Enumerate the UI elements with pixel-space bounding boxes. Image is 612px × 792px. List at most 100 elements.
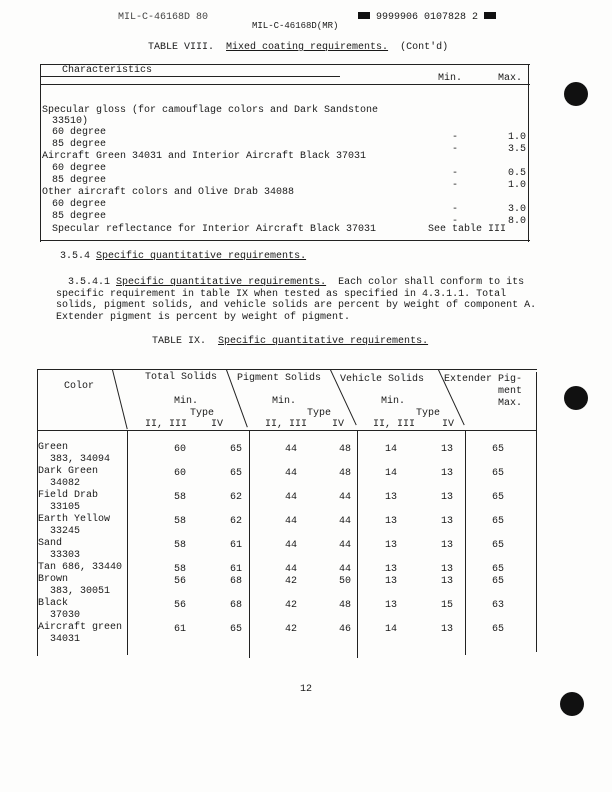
table9-cell: 61: [173, 624, 187, 635]
color-name: Black: [38, 598, 69, 609]
table9-cell: 65: [491, 576, 505, 587]
table8-label: TABLE VIII.: [148, 42, 215, 53]
table8-row-max: 0.5: [508, 168, 527, 179]
punch-hole: [560, 692, 584, 716]
table9-cell: 13: [384, 564, 398, 575]
para-number: 3.5.4.1: [68, 277, 111, 288]
table9-cell: 68: [229, 576, 243, 587]
table8-suffix: (Cont'd): [400, 42, 449, 53]
table9-cell: 58: [173, 564, 187, 575]
table9-cell: 50: [338, 576, 352, 587]
para-line: specific requirement in table IX when te…: [56, 288, 507, 300]
color-name: Field Drab: [38, 490, 99, 501]
table8-row-min: -: [452, 132, 459, 143]
subheader-type: Type: [416, 408, 441, 419]
table9-cell: 46: [338, 624, 352, 635]
punch-hole: [564, 386, 588, 410]
table9-cell: 14: [384, 624, 398, 635]
table9-cell: 65: [491, 468, 505, 479]
table9-cell: 14: [384, 444, 398, 455]
table9-cell: 65: [229, 444, 243, 455]
color-name: Green: [38, 442, 69, 453]
table9-title: Specific quantitative requirements.: [218, 336, 429, 347]
color-code: 33245: [50, 526, 81, 537]
table8-row-label: 85 degree: [52, 211, 107, 222]
table9-cell: 48: [338, 468, 352, 479]
table9-cell: 56: [173, 576, 187, 587]
extender-line: ment: [498, 386, 523, 397]
table8-caption: TABLE VIII. Mixed coating requirements. …: [148, 42, 448, 53]
color-name: Earth Yellow: [38, 514, 111, 525]
table9-cell: 58: [173, 540, 187, 551]
table9-cell: 65: [491, 624, 505, 635]
color-code: 34031: [50, 634, 81, 645]
color-code: 37030: [50, 610, 81, 621]
color-name: Sand: [38, 538, 63, 549]
section-paragraph: 3.5.4.1 Specific quantitative requiremen…: [56, 277, 536, 323]
table8-row-label: Specular reflectance for Interior Aircra…: [52, 224, 377, 235]
table8-row-max: 1.0: [508, 180, 527, 191]
table9-cell: 48: [338, 600, 352, 611]
para-line: Each color shall conform to its: [338, 277, 525, 288]
header-barcode: 9999906 0107828 2: [358, 12, 497, 23]
table9-cell: 65: [229, 468, 243, 479]
barcode-text: 9999906 0107828 2: [376, 12, 479, 23]
col-color: Color: [64, 381, 95, 392]
table9-cell: 42: [284, 600, 298, 611]
table8-row-label: Other aircraft colors and Olive Drab 340…: [42, 187, 295, 198]
table9-cell: 44: [284, 468, 298, 479]
table8-row-label: 85 degree: [52, 175, 107, 186]
subheader-min: Min.: [381, 396, 406, 407]
table9-cell: 13: [384, 492, 398, 503]
col-extender-pigment: Extender Pig- ment Max.: [444, 374, 522, 410]
table9-cell: 65: [491, 564, 505, 575]
table8-row-max: 3.0: [508, 204, 527, 215]
punch-hole: [564, 82, 588, 106]
col-pigment-solids: Pigment Solids: [237, 373, 322, 384]
table9-cell: 56: [173, 600, 187, 611]
table9-cell: 44: [338, 516, 352, 527]
table9-cell: 44: [338, 540, 352, 551]
para-line: Extender pigment is percent by weight of…: [56, 311, 351, 323]
table8-row-min: -: [452, 216, 459, 227]
header-left-code: MIL-C-46168D 80: [118, 12, 209, 23]
color-code: 33105: [50, 502, 81, 513]
table9-cell: 62: [229, 516, 243, 527]
subheader-type-iv: IV: [332, 419, 345, 430]
table9-cell: 44: [338, 564, 352, 575]
subheader-type-ii-iii: II, III: [145, 419, 188, 430]
table9-cell: 65: [229, 624, 243, 635]
table9-cell: 13: [440, 492, 454, 503]
table8-row-label: Specular gloss (for camouflage colors an…: [42, 105, 379, 116]
table8-row-min: See table III: [428, 224, 507, 235]
table9-cell: 13: [440, 444, 454, 455]
subheader-type-ii-iii: II, III: [265, 419, 308, 430]
color-code: 33303: [50, 550, 81, 561]
table8-row-max: 3.5: [508, 144, 527, 155]
col-vehicle-solids: Vehicle Solids: [340, 374, 425, 385]
subheader-min: Min.: [272, 396, 297, 407]
table8-row-label: 33510): [52, 116, 89, 127]
table9-cell: 60: [173, 444, 187, 455]
table8-col-characteristics: Characteristics: [62, 65, 153, 76]
table8-title: Mixed coating requirements.: [226, 42, 389, 53]
subheader-type: Type: [307, 408, 332, 419]
table9-cell: 44: [284, 540, 298, 551]
table9-cell: 13: [440, 540, 454, 551]
table9-cell: 44: [338, 492, 352, 503]
table9-cell: 61: [229, 564, 243, 575]
table9-cell: 13: [384, 600, 398, 611]
para-title: Specific quantitative requirements.: [116, 277, 327, 288]
table9-cell: 61: [229, 540, 243, 551]
table8-row-label: 60 degree: [52, 199, 107, 210]
section-heading-number: 3.5.4: [60, 251, 91, 262]
color-name: Dark Green: [38, 466, 99, 477]
table8-row-label: 60 degree: [52, 127, 107, 138]
table9-cell: 44: [284, 444, 298, 455]
table9-caption: TABLE IX. Specific quantitative requirem…: [152, 336, 428, 347]
table8-row-label: Aircraft Green 34031 and Interior Aircra…: [42, 151, 367, 162]
table9-cell: 58: [173, 516, 187, 527]
table9-cell: 65: [491, 444, 505, 455]
table9-cell: 13: [440, 516, 454, 527]
